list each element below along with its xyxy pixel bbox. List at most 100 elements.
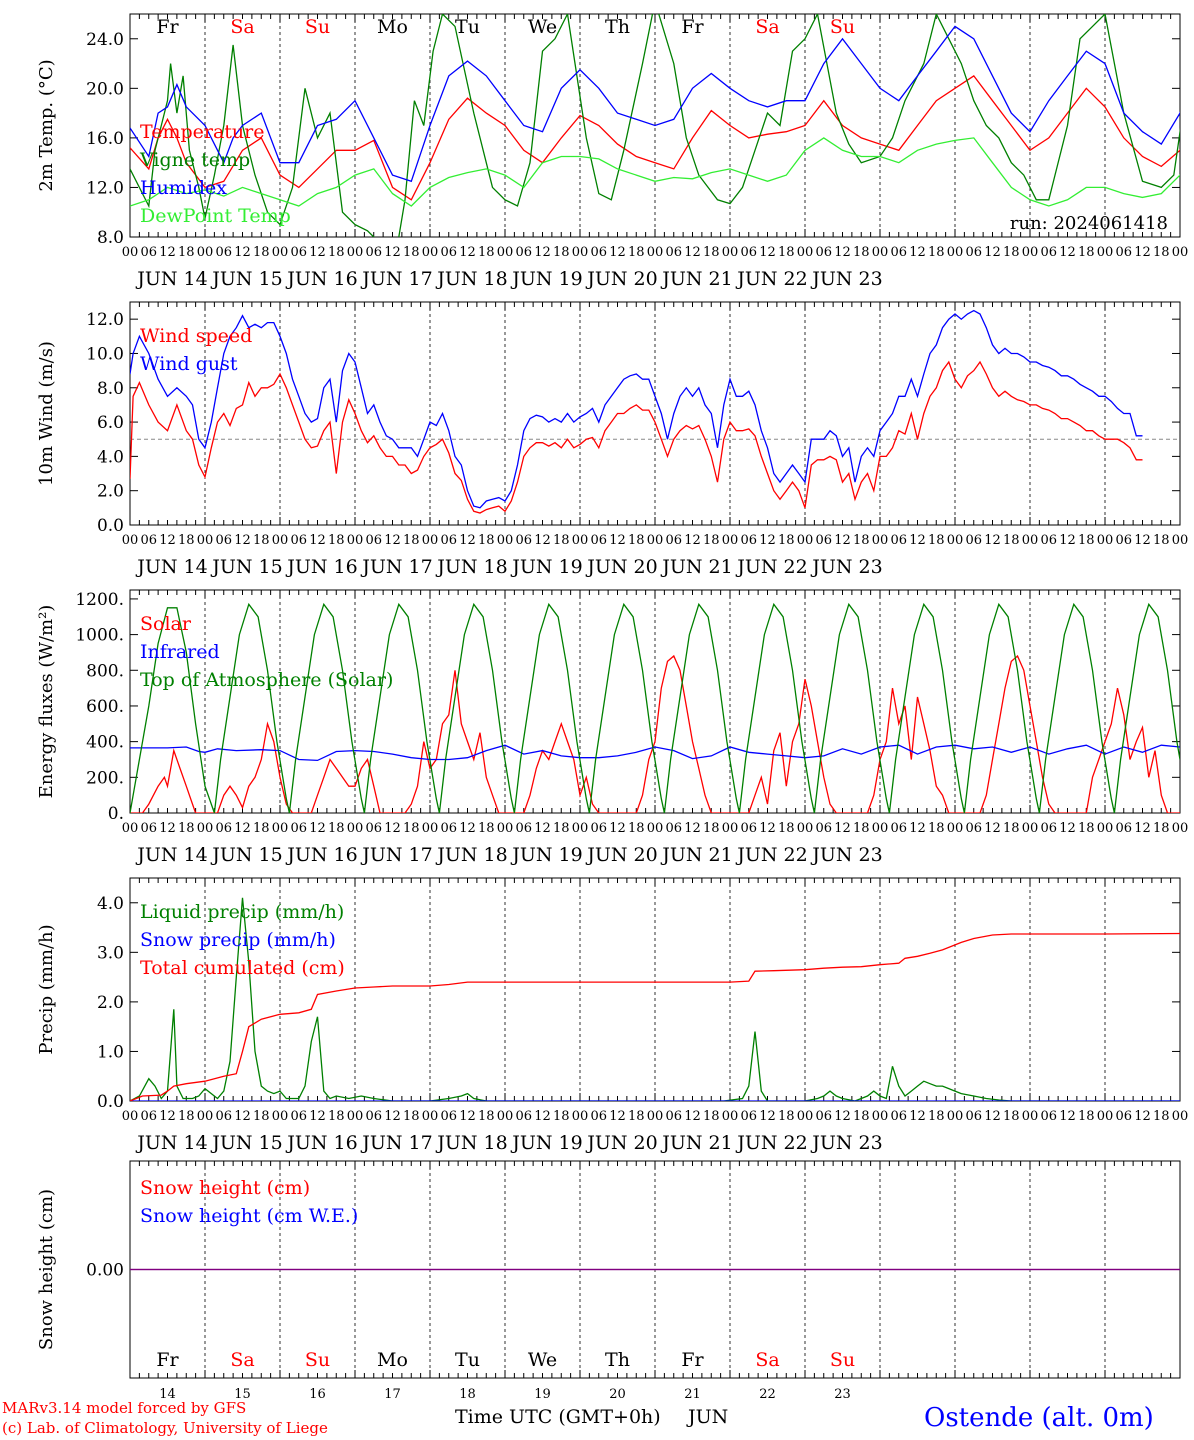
panel1-date-label: JUN 19	[510, 268, 582, 290]
panel3-hour-label: 18	[1153, 821, 1170, 836]
panel4-hour-label: 18	[928, 1109, 945, 1124]
panel3-hour-label: 18	[253, 821, 270, 836]
panel1-hour-label: 12	[534, 245, 551, 260]
panel4-date-label: JUN 17	[360, 1132, 432, 1154]
panel2-series-line-2	[130, 309, 1143, 509]
panel4-date-label: JUN 20	[585, 1132, 657, 1154]
panel2-frame	[129, 301, 1181, 526]
panel3-hour-label: 06	[815, 821, 832, 836]
day-number-label: 21	[684, 1387, 701, 1402]
model-credit: MARv3.14 model forced by GFS	[2, 1399, 247, 1417]
panel1-hour-label: 06	[665, 245, 682, 260]
panel3-hour-label: 00	[947, 821, 964, 836]
panel1-hour-label: 00	[797, 245, 814, 260]
panel1-hour-label: 00	[1022, 245, 1039, 260]
weekday-label-bottom: Th	[605, 1349, 630, 1371]
panel3-hour-label: 12	[759, 821, 776, 836]
panel3-hour-label: 18	[403, 821, 420, 836]
panel2-hour-label: 12	[1134, 533, 1151, 548]
weekday-label-bottom: We	[528, 1349, 557, 1371]
panel4-series-line-1	[130, 897, 1180, 1101]
panel4-hour-label: 18	[628, 1109, 645, 1124]
panel1-hour-label: 12	[909, 245, 926, 260]
panel1-hour-label: 06	[140, 245, 157, 260]
panel4-hour-label: 00	[497, 1109, 514, 1124]
panel4-hour-label: 00	[797, 1109, 814, 1124]
panel2-hour-label: 06	[290, 533, 307, 548]
panel1-hour-label: 00	[422, 245, 439, 260]
panel4-hour-label: 06	[515, 1109, 532, 1124]
weekday-label-top: Su	[305, 16, 330, 38]
panel2-y-tick-label: 0.0	[97, 516, 124, 536]
panel2-y-tick-label: 6.0	[97, 413, 124, 433]
panel5-legend-label-2: Snow height (cm W.E.)	[140, 1205, 358, 1227]
panel1-hour-label: 12	[1134, 245, 1151, 260]
panel2-hour-label: 06	[365, 533, 382, 548]
panel1-hour-label: 06	[215, 245, 232, 260]
panel2-hour-label: 00	[272, 533, 289, 548]
panel4-date-label: JUN 16	[285, 1132, 357, 1154]
panel1-hour-label: 06	[965, 245, 982, 260]
panel1-legend-label-2: Vigne temp	[139, 149, 250, 171]
panel3-hour-label: 06	[515, 821, 532, 836]
panel3-hour-label: 12	[1134, 821, 1151, 836]
panel2-hour-label: 00	[572, 533, 589, 548]
panel4-hour-label: 00	[1022, 1109, 1039, 1124]
panel3-series-line-1	[130, 654, 1180, 813]
panel4-hour-label: 06	[1115, 1109, 1132, 1124]
panel2-hour-label: 00	[122, 533, 139, 548]
panel1-series-line-4	[130, 137, 1180, 207]
panel1-hour-label: 06	[440, 245, 457, 260]
panel2-hour-label: 06	[215, 533, 232, 548]
panel1-date-label: JUN 15	[210, 268, 282, 290]
panel1-hour-label: 18	[778, 245, 795, 260]
weekday-label-top: Mo	[377, 16, 408, 38]
panel4-y-axis-label: Precip (mm/h)	[36, 924, 57, 1054]
panel1-series-line-3	[130, 25, 1180, 183]
panel2-y-tick-label: 4.0	[97, 447, 124, 467]
panel3-hour-label: 12	[834, 821, 851, 836]
panel3-hour-label: 00	[422, 821, 439, 836]
day-number-label: 17	[384, 1387, 401, 1402]
panel3-hour-label: 18	[553, 821, 570, 836]
panel2-hour-label: 00	[497, 533, 514, 548]
panel4-hour-label: 06	[365, 1109, 382, 1124]
panel4-hour-label: 06	[440, 1109, 457, 1124]
panel3-hour-label: 06	[290, 821, 307, 836]
panel2-y-tick-label: 8.0	[97, 379, 124, 399]
panel3-hour-label: 06	[215, 821, 232, 836]
panel3-hour-label: 18	[628, 821, 645, 836]
panel1-hour-label: 18	[478, 245, 495, 260]
panel3-hour-label: 18	[1078, 821, 1095, 836]
panel3-hour-label: 18	[328, 821, 345, 836]
panel1-hour-label: 00	[197, 245, 214, 260]
day-number-label: 22	[759, 1387, 776, 1402]
day-number-label: 20	[609, 1387, 626, 1402]
day-number-label: 15	[234, 1387, 251, 1402]
weekday-label-bottom: Su	[830, 1349, 855, 1371]
panel1-legend-label-3: Humidex	[140, 177, 227, 199]
panel4-y-tick-label: 0.0	[97, 1092, 124, 1112]
panel1-date-label: JUN 22	[735, 268, 807, 290]
panel4-hour-label: 00	[1172, 1109, 1189, 1124]
panel4-hour-label: 00	[572, 1109, 589, 1124]
panel4-hour-label: 12	[159, 1109, 176, 1124]
panel1-hour-label: 06	[740, 245, 757, 260]
panel3-y-axis-label: Energy fluxes (W/m²)	[36, 605, 57, 799]
weekday-label-top: Fr	[156, 16, 179, 38]
panel2-hour-label: 00	[1097, 533, 1114, 548]
panel4-hour-label: 06	[665, 1109, 682, 1124]
panel2-hour-label: 12	[309, 533, 326, 548]
panel3-hour-label: 18	[478, 821, 495, 836]
panel1-y-tick-label: 8.0	[97, 228, 124, 248]
panel3-hour-label: 00	[1172, 821, 1189, 836]
panel3-hour-label: 00	[647, 821, 664, 836]
weekday-label-bottom: Tu	[455, 1349, 480, 1371]
panel1-hour-label: 18	[328, 245, 345, 260]
panel2-date-label: JUN 18	[435, 556, 507, 578]
panel3-hour-label: 12	[984, 821, 1001, 836]
panel1-date-label: JUN 21	[660, 268, 732, 290]
panel1-hour-label: 06	[1115, 245, 1132, 260]
panel2-hour-label: 18	[178, 533, 195, 548]
lab-credit: (c) Lab. of Climatology, University of L…	[2, 1419, 328, 1437]
